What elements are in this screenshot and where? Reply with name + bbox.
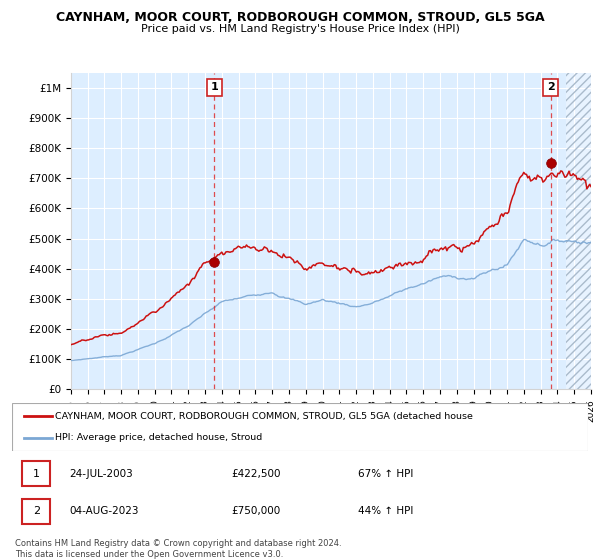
Text: 67% ↑ HPI: 67% ↑ HPI — [358, 469, 413, 479]
Text: 44% ↑ HPI: 44% ↑ HPI — [358, 506, 413, 516]
Text: 2: 2 — [547, 82, 554, 92]
Text: HPI: Average price, detached house, Stroud: HPI: Average price, detached house, Stro… — [55, 433, 262, 442]
Text: 2: 2 — [32, 506, 40, 516]
FancyBboxPatch shape — [22, 461, 50, 486]
Text: CAYNHAM, MOOR COURT, RODBOROUGH COMMON, STROUD, GL5 5GA (detached house: CAYNHAM, MOOR COURT, RODBOROUGH COMMON, … — [55, 412, 473, 421]
Text: £422,500: £422,500 — [231, 469, 280, 479]
Text: £750,000: £750,000 — [231, 506, 280, 516]
FancyBboxPatch shape — [22, 499, 50, 524]
Text: 1: 1 — [211, 82, 218, 92]
Text: Price paid vs. HM Land Registry's House Price Index (HPI): Price paid vs. HM Land Registry's House … — [140, 24, 460, 34]
Text: 24-JUL-2003: 24-JUL-2003 — [70, 469, 133, 479]
Bar — [566, 73, 591, 389]
Bar — [566, 73, 591, 389]
Text: CAYNHAM, MOOR COURT, RODBOROUGH COMMON, STROUD, GL5 5GA: CAYNHAM, MOOR COURT, RODBOROUGH COMMON, … — [56, 11, 544, 24]
FancyBboxPatch shape — [12, 403, 588, 451]
Text: 04-AUG-2023: 04-AUG-2023 — [70, 506, 139, 516]
Text: 1: 1 — [32, 469, 40, 479]
Text: Contains HM Land Registry data © Crown copyright and database right 2024.
This d: Contains HM Land Registry data © Crown c… — [15, 539, 341, 559]
